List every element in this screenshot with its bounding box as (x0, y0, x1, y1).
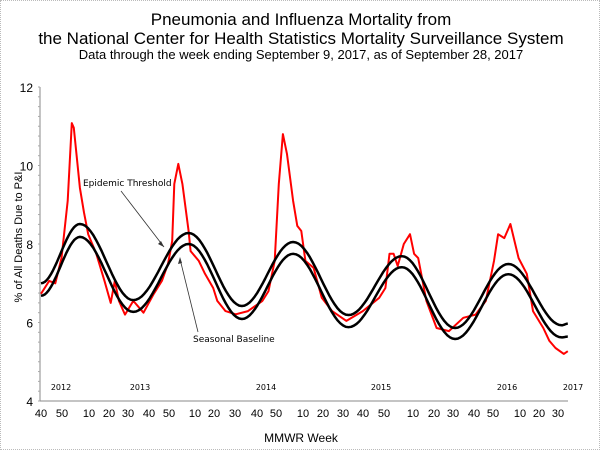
chart-subtitle: Data through the week ending September 9… (78, 47, 524, 62)
year-label: 2012 (51, 383, 71, 392)
x-tick-label: 10 (297, 408, 309, 420)
x-tick-label: 40 (35, 408, 47, 420)
year-label: 2014 (256, 383, 276, 392)
x-tick-label: 20 (208, 408, 220, 420)
x-tick-label: 30 (122, 408, 134, 420)
threshold-arrowhead (158, 241, 164, 247)
annotation-epidemic-threshold: Epidemic Threshold (83, 179, 172, 189)
x-tick-label: 20 (428, 408, 440, 420)
x-tick-label: 40 (251, 408, 263, 420)
annotation-seasonal-baseline: Seasonal Baseline (193, 335, 275, 345)
observed-line (40, 122, 569, 355)
x-tick-label: 30 (229, 408, 241, 420)
x-tick-label: 50 (270, 408, 282, 420)
x-tick-label: 30 (337, 408, 349, 420)
x-tick-label: 30 (447, 408, 459, 420)
threshold-arrow (120, 190, 165, 248)
x-tick-label: 40 (468, 408, 480, 420)
chart-title-line2: the National Center for Health Statistic… (38, 29, 564, 48)
year-label: 2015 (371, 383, 391, 392)
x-axis-label: MMWR Week (264, 431, 338, 445)
chart-title: Pneumonia and Influenza Mortality from (150, 10, 452, 29)
x-tick-label: 40 (357, 408, 369, 420)
y-tick-label: 4 (26, 395, 33, 409)
x-tick-label: 20 (533, 408, 545, 420)
year-label: 2017 (563, 383, 583, 392)
x-tick-label: 40 (143, 408, 155, 420)
x-tick-label: 20 (317, 408, 329, 420)
x-tick-label: 10 (407, 408, 419, 420)
y-tick-label: 6 (26, 317, 33, 331)
x-tick-label: 30 (552, 408, 564, 420)
x-tick-label: 10 (189, 408, 201, 420)
x-tick-label: 50 (163, 408, 175, 420)
x-tick-label: 20 (103, 408, 115, 420)
x-tick-label: 10 (83, 408, 95, 420)
y-tick-label: 8 (26, 238, 33, 252)
year-label: 2013 (130, 383, 150, 392)
x-tick-label: 10 (514, 408, 526, 420)
x-tick-label: 50 (378, 408, 390, 420)
y-tick-label: 12 (20, 81, 34, 95)
year-label: 2016 (497, 383, 517, 392)
y-tick-label: 10 (20, 160, 34, 174)
x-tick-label: 50 (56, 408, 68, 420)
baseline-line (40, 235, 569, 341)
threshold-line (40, 222, 569, 330)
baseline-arrow (179, 258, 199, 333)
x-tick-label: 50 (487, 408, 499, 420)
baseline-arrowhead (178, 257, 182, 264)
